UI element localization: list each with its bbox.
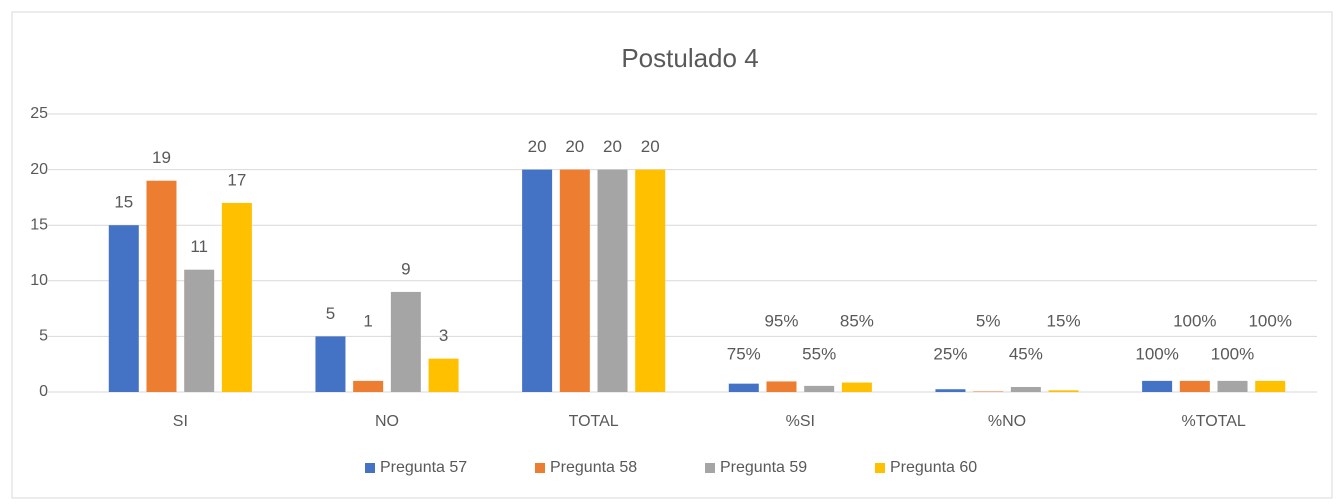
- bar: [221, 202, 252, 392]
- data-label: 95%: [764, 311, 798, 330]
- data-label: 17: [227, 170, 246, 189]
- bar: [1255, 380, 1286, 392]
- data-label: 20: [565, 137, 584, 156]
- legend-swatch: [705, 463, 715, 473]
- bar: [108, 225, 139, 392]
- data-label: 85%: [840, 311, 874, 330]
- data-label: 20: [641, 137, 660, 156]
- data-label: 1: [363, 311, 372, 330]
- data-label: 9: [401, 259, 410, 278]
- bar: [428, 358, 459, 392]
- bar: [597, 169, 628, 392]
- x-tick-label: SI: [173, 413, 188, 430]
- x-tick-label: %TOTAL: [1182, 413, 1246, 430]
- bar: [973, 391, 1004, 392]
- bar: [390, 291, 421, 392]
- x-tick-label: %SI: [786, 413, 815, 430]
- data-label: 100%: [1248, 311, 1291, 330]
- data-label: 5%: [976, 311, 1001, 330]
- data-label: 15: [114, 193, 133, 212]
- bar: [353, 380, 384, 392]
- data-label: 75%: [727, 344, 761, 363]
- bar: [766, 381, 797, 392]
- chart-border: [11, 11, 1333, 499]
- data-label: 55%: [802, 344, 836, 363]
- legend-label: Pregunta 60: [890, 459, 977, 476]
- data-label: 100%: [1173, 311, 1216, 330]
- legend-label: Pregunta 59: [720, 459, 807, 476]
- bar: [804, 385, 835, 392]
- data-label: 11: [190, 237, 208, 256]
- data-label: 20: [603, 137, 622, 156]
- bar: [841, 382, 872, 392]
- y-tick-label: 15: [30, 216, 48, 233]
- bar: [728, 383, 759, 392]
- x-tick-label: TOTAL: [569, 413, 619, 430]
- legend-swatch: [875, 463, 885, 473]
- bar: [1179, 380, 1210, 392]
- bar: [935, 389, 966, 392]
- bar: [1217, 380, 1248, 392]
- bar: [635, 169, 666, 392]
- y-tick-label: 0: [39, 383, 48, 400]
- bar: [1048, 390, 1079, 392]
- data-label: 19: [152, 148, 171, 167]
- bar: [1142, 380, 1173, 392]
- legend-label: Pregunta 58: [550, 459, 637, 476]
- data-label: 3: [439, 326, 448, 345]
- data-label: 25%: [933, 344, 967, 363]
- bar: [146, 180, 177, 392]
- y-tick-label: 5: [39, 328, 48, 345]
- legend-swatch: [535, 463, 545, 473]
- data-label: 100%: [1211, 344, 1254, 363]
- bar: [315, 336, 346, 392]
- bar: [184, 269, 215, 392]
- x-tick-label: %NO: [988, 413, 1026, 430]
- bar: [1010, 386, 1041, 392]
- chart-title: Postulado 4: [621, 43, 758, 73]
- data-label: 5: [326, 304, 335, 323]
- data-label: 100%: [1135, 344, 1178, 363]
- bar: [522, 169, 553, 392]
- legend-label: Pregunta 57: [380, 459, 467, 476]
- y-tick-label: 20: [30, 161, 48, 178]
- bar: [559, 169, 590, 392]
- data-label: 15%: [1047, 311, 1081, 330]
- legend-swatch: [365, 463, 375, 473]
- data-label: 45%: [1009, 344, 1043, 363]
- y-tick-label: 10: [30, 272, 48, 289]
- data-label: 20: [528, 137, 547, 156]
- y-tick-label: 25: [30, 105, 48, 122]
- x-tick-label: NO: [375, 413, 399, 430]
